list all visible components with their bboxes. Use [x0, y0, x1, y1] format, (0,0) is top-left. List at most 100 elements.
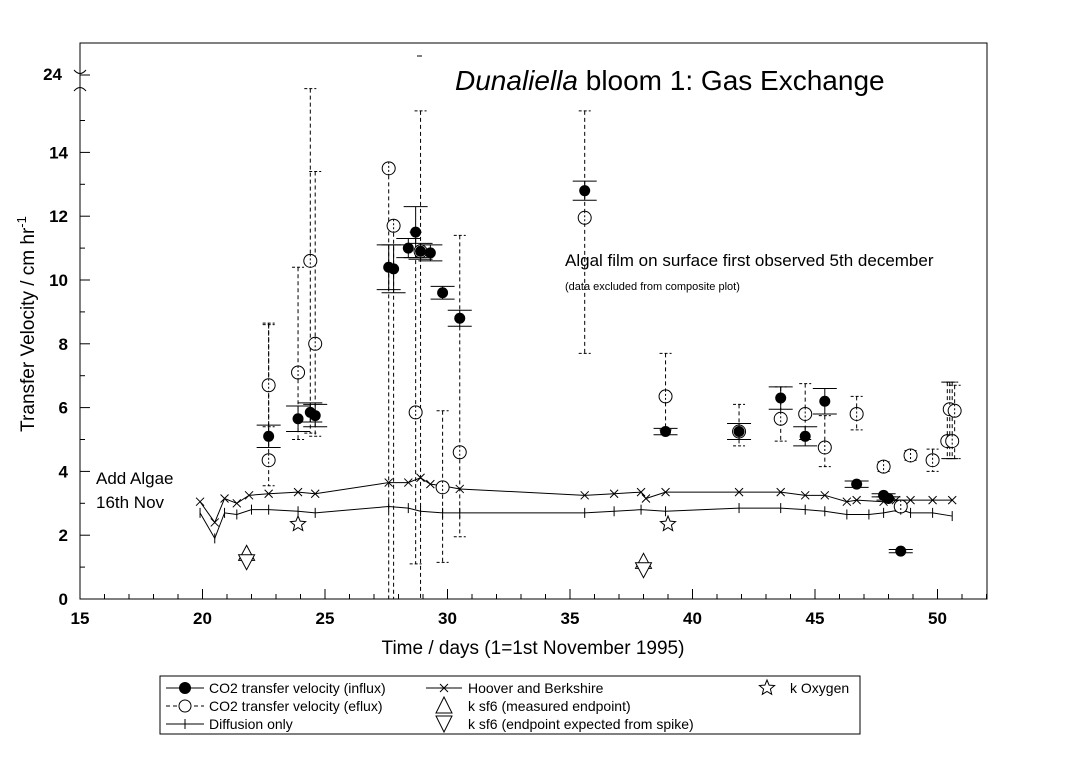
series-co2-eflux — [261, 161, 962, 514]
legend-sf6-measured-label: k sf6 (measured endpoint) — [468, 698, 631, 714]
x-tick-label: 40 — [683, 609, 702, 628]
y-tick-label: 14 — [49, 143, 68, 162]
y-axis-title-sup: -1 — [14, 216, 29, 228]
influx-point — [402, 242, 414, 254]
legend-influx-item: CO2 transfer velocity (influx) — [166, 680, 386, 696]
hoover-point — [220, 494, 229, 503]
axis-break-marker — [73, 69, 87, 92]
legend-star-marker — [758, 678, 776, 696]
influx-point — [733, 426, 745, 438]
oxygen-point — [659, 514, 677, 532]
influx-point — [424, 247, 436, 259]
hoover-point — [425, 479, 435, 489]
hoover-point — [947, 495, 957, 505]
y-tick-label: 8 — [59, 335, 68, 354]
y-break-label: 24 — [43, 65, 62, 84]
hoover-point — [734, 487, 744, 497]
series-k-oxygen — [289, 514, 677, 532]
hoover-point — [580, 490, 590, 500]
plot-frame — [79, 42, 988, 600]
series-k-sf6 — [237, 544, 653, 579]
influx-point — [415, 245, 427, 257]
hoover-point — [842, 497, 852, 507]
legend-eflux-item: CO2 transfer velocity (eflux) — [166, 698, 383, 714]
hoover-point — [210, 518, 220, 527]
annotation-add-algae-1: Add Algae — [96, 469, 174, 488]
hoover-line — [199, 477, 953, 524]
x-tick-labels: 15 20 25 30 35 40 45 50 — [71, 609, 947, 628]
y-axis-title-main: Transfer Velocity / cm hr — [18, 227, 39, 432]
series-hoover-berkshire — [195, 473, 957, 527]
hoover-point — [384, 478, 394, 487]
influx-point — [309, 410, 321, 422]
y-tick-labels: 0 2 4 6 8 10 12 14 — [49, 143, 68, 609]
influx-point — [292, 413, 304, 425]
diffusion-line — [199, 505, 953, 540]
legend-sf6-expected-item: k sf6 (endpoint expected from spike) — [435, 715, 694, 734]
errorbars-influx — [256, 180, 913, 554]
hoover-point — [310, 489, 320, 499]
series-co2-influx — [263, 185, 907, 557]
series-diffusion-only — [199, 501, 953, 544]
y-tick-label: 0 — [59, 590, 68, 609]
sf6-expected-point — [237, 554, 256, 571]
influx-point — [799, 430, 811, 442]
influx-point — [851, 478, 863, 490]
influx-point — [895, 545, 907, 557]
legend-diffusion-item: Diffusion only — [166, 716, 293, 732]
errorbars-eflux — [262, 88, 961, 599]
y-tick-label: 2 — [59, 526, 68, 545]
y-tick-label: 6 — [59, 399, 68, 418]
x-tick-label: 20 — [193, 609, 212, 628]
x-tick-label: 50 — [928, 609, 947, 628]
legend-eflux-label: CO2 transfer velocity (eflux) — [209, 698, 383, 714]
annotation-algal-film: Algal film on surface first observed 5th… — [565, 251, 934, 270]
hoover-point — [293, 487, 303, 497]
influx-point — [579, 185, 591, 197]
legend-hoover-label: Hoover and Berkshire — [468, 680, 604, 696]
y-axis-title: Transfer Velocity / cm hr-1 — [14, 216, 39, 432]
chart-title-italic: Dunaliella — [455, 65, 578, 96]
legend-diffusion-label: Diffusion only — [209, 716, 293, 732]
hoover-point — [264, 489, 274, 499]
legend-eflux-marker — [178, 699, 192, 713]
x-tick-label: 15 — [71, 609, 90, 628]
hoover-point — [776, 487, 786, 497]
hoover-point — [195, 497, 205, 507]
legend-hoover-item: Hoover and Berkshire — [426, 680, 604, 696]
hoover-point — [800, 490, 810, 500]
legend-influx-marker — [179, 682, 191, 694]
legend-triangle-up-marker — [435, 695, 453, 714]
legend-triangle-down-marker — [435, 715, 453, 734]
y-tick-label: 10 — [49, 271, 68, 290]
chart-title-rest: bloom 1: Gas Exchange — [578, 65, 885, 96]
influx-point — [388, 263, 400, 275]
legend-oxygen-label: k Oxygen — [790, 680, 849, 696]
influx-point — [660, 426, 672, 438]
legend-box — [159, 675, 861, 735]
hoover-point — [852, 495, 862, 505]
hoover-point — [403, 478, 413, 487]
influx-point — [819, 395, 831, 407]
hoover-point — [661, 487, 670, 497]
hoover-point — [641, 494, 651, 503]
annotation-data-excluded: (data excluded from composite plot) — [565, 281, 740, 293]
chart-title: Dunaliella bloom 1: Gas Exchange — [455, 65, 885, 96]
hoover-point — [244, 490, 254, 500]
oxygen-point — [289, 514, 307, 532]
legend-influx-label: CO2 transfer velocity (influx) — [209, 680, 386, 696]
influx-point — [410, 226, 422, 238]
legend-oxygen-item: k Oxygen — [758, 678, 849, 696]
x-tick-label: 25 — [316, 609, 335, 628]
x-tick-label: 45 — [806, 609, 825, 628]
hoover-point — [906, 495, 915, 505]
y-tick-label: 4 — [59, 462, 69, 481]
x-tick-label: 35 — [561, 609, 580, 628]
sf6-expected-point — [634, 562, 653, 579]
influx-point — [437, 287, 449, 299]
x-tick-label: 30 — [438, 609, 457, 628]
influx-point — [775, 392, 787, 404]
legend-sf6-measured-item: k sf6 (measured endpoint) — [435, 695, 631, 714]
hoover-point — [820, 490, 830, 500]
